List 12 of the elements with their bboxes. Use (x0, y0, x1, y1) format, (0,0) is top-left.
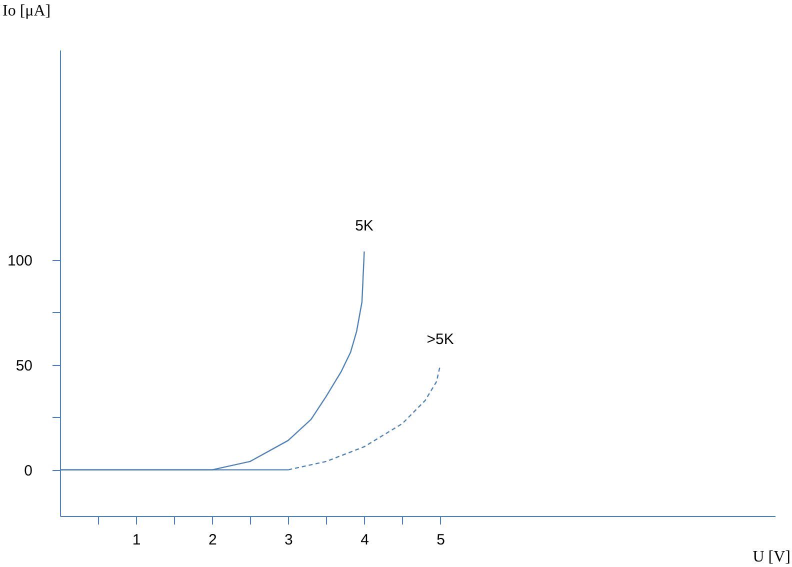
series-label: 5K (355, 218, 374, 235)
y-tick-label: 100 (7, 252, 32, 270)
y-axis-title: Io [μA] (2, 2, 51, 20)
x-tick-label: 3 (284, 532, 293, 548)
x-axis-title: U [V] (752, 548, 790, 566)
series-label: >5K (426, 330, 454, 348)
x-tick-label: 5 (436, 532, 445, 548)
y-tick-label: 0 (24, 462, 32, 480)
x-tick-label: 1 (132, 532, 141, 548)
x-tick-label: 4 (360, 532, 369, 548)
y-tick-label: 50 (16, 357, 32, 374)
x-tick-label: 2 (208, 532, 217, 548)
